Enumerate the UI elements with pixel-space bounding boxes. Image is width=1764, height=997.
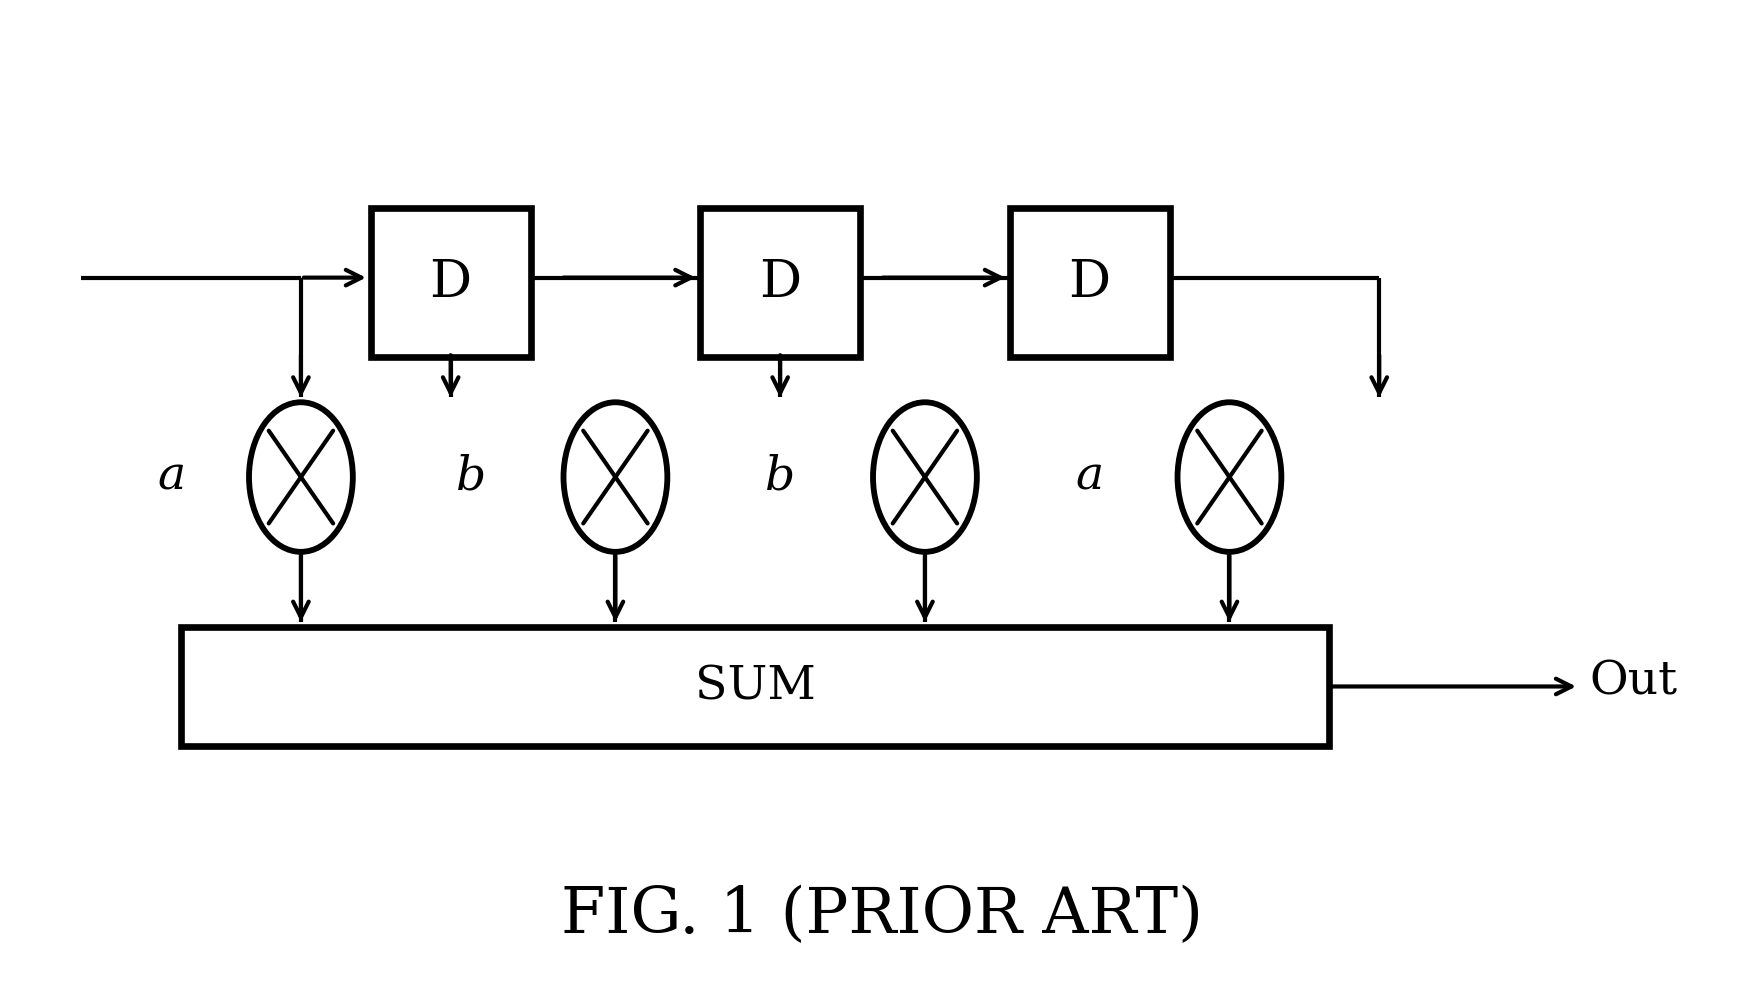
Bar (1009, 207, 1170, 357)
Text: b: b (455, 455, 485, 499)
Text: a: a (1076, 455, 1104, 499)
Bar (182, 627, 1330, 747)
Ellipse shape (563, 402, 667, 552)
Text: b: b (766, 455, 796, 499)
Ellipse shape (873, 402, 977, 552)
Text: a: a (157, 455, 185, 499)
Text: D: D (759, 257, 801, 308)
Text: SUM: SUM (695, 664, 815, 709)
Text: Out: Out (1589, 659, 1678, 704)
Ellipse shape (249, 402, 353, 552)
Bar (370, 207, 531, 357)
Text: D: D (430, 257, 471, 308)
Text: D: D (1069, 257, 1111, 308)
Ellipse shape (1178, 402, 1281, 552)
Bar (700, 207, 861, 357)
Text: FIG. 1 (PRIOR ART): FIG. 1 (PRIOR ART) (561, 885, 1203, 946)
